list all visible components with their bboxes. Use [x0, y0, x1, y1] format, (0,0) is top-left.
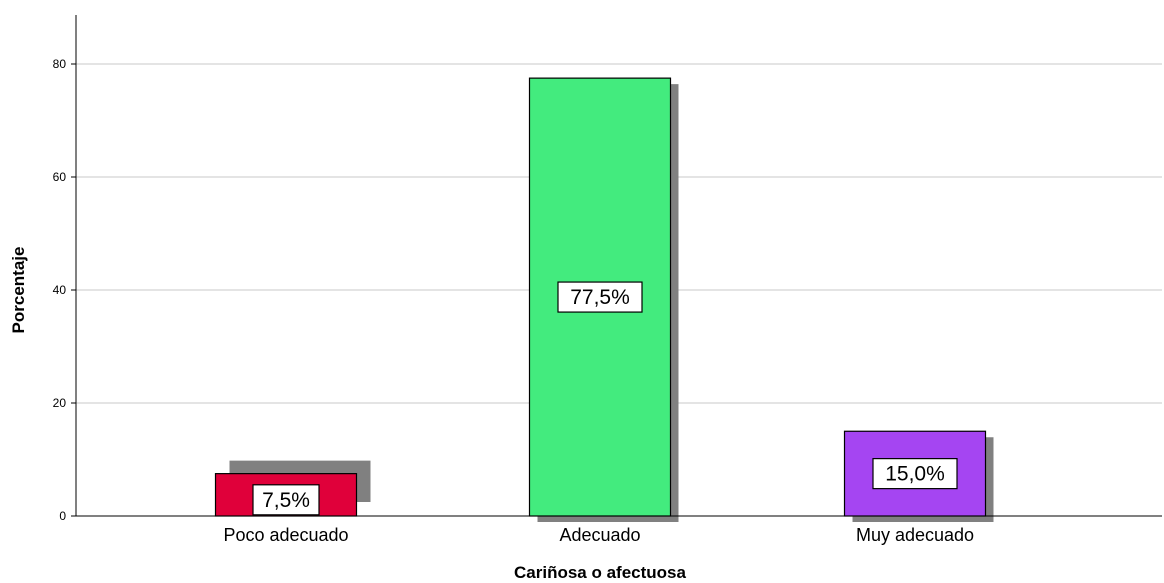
data-label: 7,5% — [262, 489, 310, 512]
data-label-box — [252, 484, 320, 516]
data-label: 15,0% — [885, 463, 945, 486]
x-tick-label: Muy adecuado — [856, 525, 974, 545]
data-label-box — [557, 281, 643, 313]
y-tick-labels: 0 20 40 60 80 — [53, 57, 76, 523]
data-label-box — [872, 458, 958, 490]
x-axis-title: Cariñosa o afectuosa — [514, 563, 686, 582]
y-tick-label: 40 — [53, 283, 67, 297]
x-tick-label: Poco adecuado — [223, 525, 348, 545]
data-labels: 7,5% 77,5% 15,0% — [252, 281, 958, 516]
x-tick-labels: Poco adecuado Adecuado Muy adecuado — [223, 525, 974, 545]
y-tick-label: 20 — [53, 396, 67, 410]
x-tick-label: Adecuado — [559, 525, 640, 545]
y-tick-label: 0 — [59, 509, 66, 523]
y-axis-title: Porcentaje — [9, 247, 28, 334]
data-label: 77,5% — [570, 286, 630, 309]
y-tick-label: 60 — [53, 170, 67, 184]
y-tick-label: 80 — [53, 57, 67, 71]
